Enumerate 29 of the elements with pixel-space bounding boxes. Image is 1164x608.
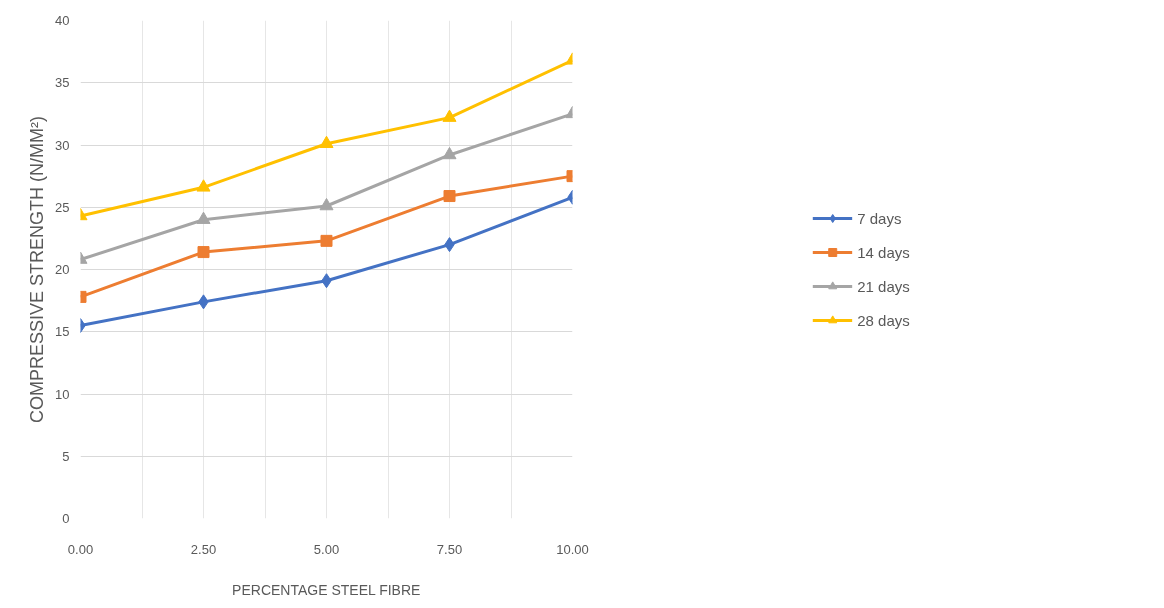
y-tick-label: 20 bbox=[55, 262, 70, 277]
x-tick-label: 0.00 bbox=[67, 541, 94, 557]
point bbox=[197, 246, 210, 259]
legend-label: 14 days bbox=[857, 243, 910, 261]
y-tick-label: 15 bbox=[55, 324, 70, 340]
point bbox=[442, 109, 457, 122]
point bbox=[196, 179, 211, 192]
y-tick-label: 25 bbox=[55, 199, 70, 215]
y-tick-label: 0 bbox=[62, 511, 70, 526]
x-tick-label: 7.50 bbox=[436, 541, 463, 557]
y-tick-label: 5 bbox=[62, 448, 70, 464]
x-tick-label: 10.00 bbox=[556, 541, 589, 557]
x-tick-label: 2.50 bbox=[190, 541, 217, 557]
y-tick-label: 35 bbox=[55, 75, 70, 91]
point bbox=[443, 190, 456, 203]
legend-label: 28 days bbox=[857, 311, 910, 329]
point bbox=[442, 146, 457, 160]
point bbox=[319, 135, 334, 149]
point bbox=[196, 211, 211, 224]
y-tick-label: 40 bbox=[55, 13, 70, 28]
x-tick-label: 5.00 bbox=[313, 541, 340, 557]
y-tick-label: 30 bbox=[55, 137, 70, 153]
legend-label: 7 days bbox=[857, 209, 902, 227]
point bbox=[320, 234, 333, 247]
point bbox=[319, 198, 334, 211]
y-axis-title: COMPRESSIVE STRENGTH (N/MM²) bbox=[27, 115, 48, 423]
x-axis-title: PERCENTAGE STEEL FIBRE bbox=[232, 581, 421, 598]
y-tick-label: 10 bbox=[55, 386, 70, 402]
legend-label: 21 days bbox=[857, 277, 910, 295]
